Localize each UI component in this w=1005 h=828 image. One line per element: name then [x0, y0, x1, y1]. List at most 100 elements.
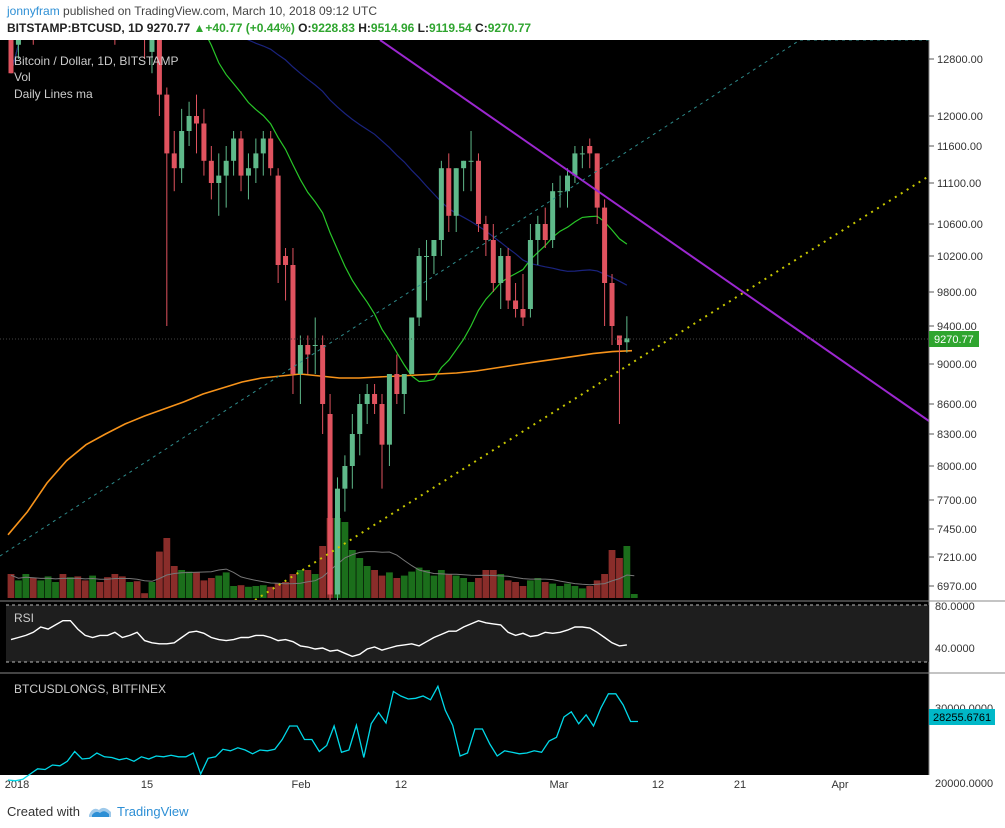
candle-body [609, 283, 615, 326]
volume-bar [126, 582, 134, 598]
candle-body [334, 488, 340, 595]
volume-bar [593, 580, 601, 598]
candle-body [520, 309, 526, 318]
volume-bar [512, 582, 519, 598]
x-tick-label: 12 [395, 779, 407, 791]
price-tick-label: 11100.00 [937, 178, 981, 190]
candle-body [283, 256, 289, 265]
tradingview-logo-icon [89, 807, 111, 817]
volume-bar [586, 586, 594, 598]
candle-body [557, 191, 563, 193]
volume-bar [415, 567, 423, 598]
candle-body [357, 404, 363, 434]
candle-body [446, 168, 452, 216]
candle-body [379, 404, 385, 445]
volume-bar [400, 575, 408, 598]
legend-vol: Vol [14, 70, 31, 84]
price-tick-label: 12800.00 [937, 54, 983, 66]
volume-bar [148, 582, 156, 598]
volume-bar [141, 593, 148, 598]
price-tick-label: 12000.00 [937, 111, 983, 123]
price-tick-label: 9400.00 [937, 321, 977, 333]
x-tick-label: Apr [831, 779, 848, 791]
candle-body [327, 414, 333, 595]
candle-body [201, 123, 207, 161]
price-tick-label: 7210.00 [937, 552, 977, 564]
volume-bar [96, 582, 104, 598]
volume-bar [133, 581, 141, 598]
symbol-text: BITSTAMP:BTCUSD, 1D [7, 21, 144, 35]
volume-bar [578, 588, 586, 598]
candle-body [624, 338, 630, 343]
candle-body [245, 168, 251, 176]
candle-body [527, 240, 533, 309]
candle-body [505, 256, 511, 301]
candle-body [490, 240, 496, 283]
candle-body [305, 345, 311, 355]
candle-body [602, 207, 608, 283]
volume-bar [393, 578, 401, 598]
candle-body [616, 335, 622, 345]
volume-bar [267, 586, 275, 598]
volume-bar [200, 580, 208, 598]
price-badge [929, 331, 979, 347]
candle-body [194, 116, 199, 124]
candles [8, 40, 630, 600]
volume-bar [527, 580, 534, 598]
volume-bar [497, 574, 505, 598]
volume-bar [304, 570, 312, 598]
volume-bar [74, 576, 82, 598]
price-tick-label: 8300.00 [937, 429, 977, 441]
volume-bar [237, 585, 245, 598]
price-chart[interactable]: 12800.00 12000.00 11600.00 11100.00 10600.00… [0, 40, 1005, 801]
volume-bar [445, 574, 453, 598]
candle-body [453, 168, 459, 216]
volume-bar [356, 558, 364, 598]
volume-bar [519, 586, 527, 598]
candle-body [342, 466, 348, 489]
volume-bar [59, 574, 67, 598]
low-label: L: [417, 21, 429, 35]
candle-body [409, 317, 415, 374]
candle-body [416, 256, 422, 318]
candle-body [468, 160, 474, 162]
candle-body [565, 175, 570, 192]
volume-bar [207, 578, 215, 598]
candle-body [297, 345, 303, 374]
created-with-text: Created with [7, 804, 80, 819]
volume-bar [193, 572, 200, 598]
candle-body [535, 224, 541, 240]
candle-body [260, 138, 266, 154]
low-value: 9119.54 [428, 21, 472, 35]
volume-bar [601, 574, 608, 598]
publish-text: published on TradingView.com, March 10, … [63, 4, 377, 18]
volume-bar [289, 574, 297, 598]
candle-body [431, 240, 437, 256]
candle-body [290, 265, 296, 374]
candle-body [268, 138, 274, 169]
axes: 12800.00 12000.00 11600.00 11100.00 10600.00… [0, 40, 1005, 791]
volume-bar [282, 582, 289, 598]
volume-bar [230, 586, 237, 598]
volume-bar [7, 574, 15, 598]
candle-body [386, 374, 392, 445]
up-arrow-icon: ▲ [193, 21, 206, 35]
volume-bar [616, 558, 623, 598]
header-bar: jonnyfram published on TradingView.com, … [0, 0, 1005, 40]
candle-body [320, 345, 326, 404]
volume-bar [452, 575, 460, 598]
candle-body [438, 168, 444, 240]
candle-body [149, 40, 155, 52]
plot-area[interactable] [0, 40, 929, 775]
candle-body [8, 40, 14, 74]
author-link[interactable]: jonnyfram [7, 4, 60, 18]
longs-tick-label: 20000.0000 [935, 778, 993, 790]
open-value: 9228.83 [311, 21, 355, 35]
volume-bar [52, 582, 59, 598]
volume-bar [274, 583, 282, 598]
volume-bar [170, 566, 178, 598]
volume-bar [245, 586, 252, 598]
tradingview-link[interactable]: TradingView [117, 804, 189, 819]
volume-bar [489, 570, 497, 598]
volume-bar [423, 570, 430, 598]
